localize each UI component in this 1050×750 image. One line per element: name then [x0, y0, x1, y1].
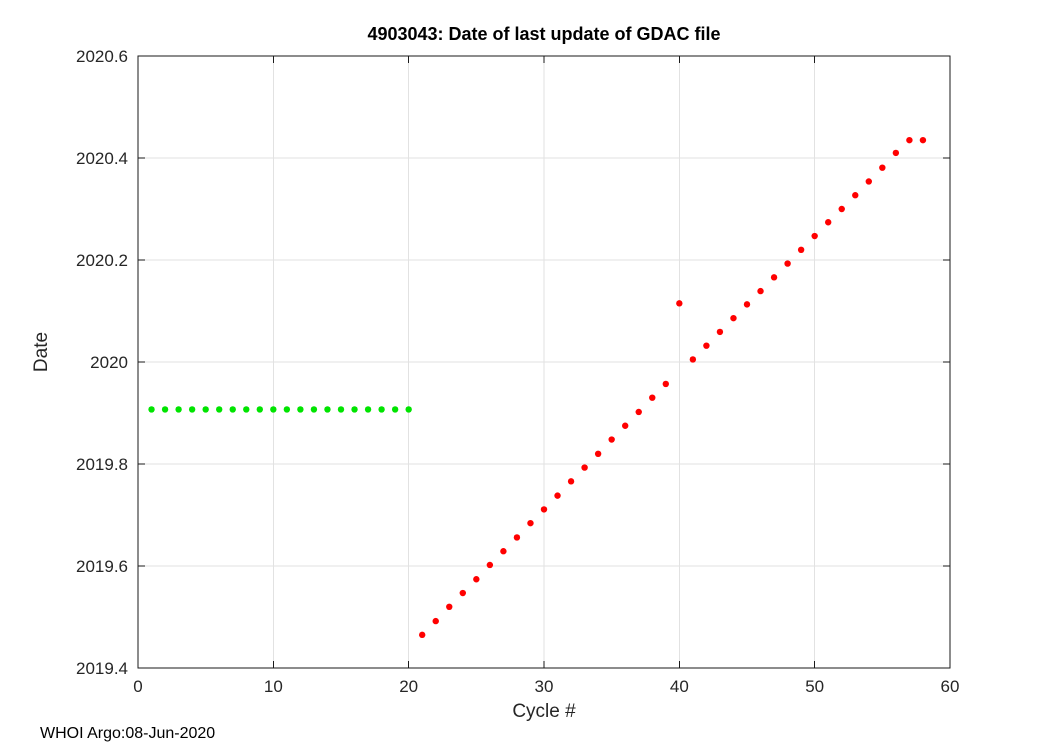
data-point-red — [757, 287, 764, 295]
data-point-red — [892, 149, 900, 157]
data-point-green — [351, 406, 358, 413]
data-point-red — [825, 219, 832, 226]
footer-note: WHOI Argo:08-Jun-2020 — [40, 725, 216, 742]
data-point-red — [446, 603, 453, 610]
data-point-green — [202, 406, 209, 413]
data-point-green — [283, 406, 291, 413]
x-tick-label: 50 — [805, 677, 824, 696]
data-point-red — [662, 380, 669, 388]
data-point-red — [906, 136, 913, 144]
chart-title: 4903043: Date of last update of GDAC fil… — [367, 24, 721, 44]
data-point-green — [324, 406, 331, 413]
data-point-red — [513, 534, 521, 541]
data-point-red — [649, 394, 656, 401]
data-point-green — [188, 406, 196, 413]
data-point-green — [216, 406, 223, 413]
data-point-green — [175, 406, 182, 413]
data-point-green — [391, 406, 399, 413]
data-point-green — [256, 406, 263, 413]
data-point-red — [703, 342, 710, 349]
data-point-red — [594, 450, 602, 457]
data-point-red — [635, 408, 642, 416]
y-tick-label: 2020 — [90, 353, 128, 372]
data-point-green — [310, 406, 318, 413]
data-point-red — [473, 576, 480, 583]
data-point-green — [243, 406, 250, 413]
data-point-red — [811, 232, 818, 240]
x-tick-label: 40 — [670, 677, 689, 696]
data-point-red — [500, 548, 507, 555]
x-tick-label: 10 — [264, 677, 283, 696]
data-point-red — [689, 356, 697, 363]
data-point-red — [797, 246, 805, 253]
data-point-green — [337, 406, 345, 413]
data-point-red — [567, 478, 575, 485]
data-point-red — [716, 328, 724, 336]
y-tick-label: 2019.4 — [76, 659, 128, 678]
data-point-green — [229, 406, 236, 413]
data-point-green — [364, 406, 372, 413]
data-point-red — [743, 301, 751, 308]
data-point-red — [865, 178, 872, 185]
data-point-red — [459, 589, 466, 597]
data-point-red — [838, 205, 845, 213]
data-point-red — [919, 136, 927, 144]
data-point-red — [784, 260, 791, 267]
data-point-red — [527, 519, 534, 527]
data-point-green — [270, 406, 277, 413]
x-tick-label: 30 — [535, 677, 554, 696]
data-point-green — [378, 406, 385, 413]
y-tick-label: 2019.6 — [76, 557, 128, 576]
data-point-green — [297, 406, 304, 413]
data-point-red — [730, 314, 737, 322]
data-point-red — [770, 274, 778, 281]
data-point-green — [148, 406, 155, 413]
plot-box — [137, 55, 951, 669]
data-point-red — [608, 436, 615, 443]
data-point-green — [161, 406, 169, 413]
y-tick-label: 2020.4 — [76, 149, 128, 168]
data-point-red — [540, 506, 548, 513]
x-tick-label: 0 — [133, 677, 142, 696]
data-point-red — [852, 192, 859, 199]
data-point-red — [581, 464, 588, 471]
y-tick-label: 2019.8 — [76, 455, 128, 474]
x-tick-label: 60 — [941, 677, 960, 696]
data-point-red — [676, 300, 683, 307]
y-tick-label: 2020.6 — [76, 47, 128, 66]
data-point-red — [554, 492, 561, 499]
data-point-red — [432, 617, 439, 625]
y-tick-label: 2020.2 — [76, 251, 128, 270]
x-axis-label: Cycle # — [512, 701, 576, 722]
data-point-red — [622, 422, 629, 429]
data-point-red — [419, 631, 426, 639]
data-point-red — [879, 164, 886, 171]
data-point-red — [486, 561, 494, 569]
data-point-green — [405, 406, 412, 413]
x-tick-label: 20 — [399, 677, 418, 696]
